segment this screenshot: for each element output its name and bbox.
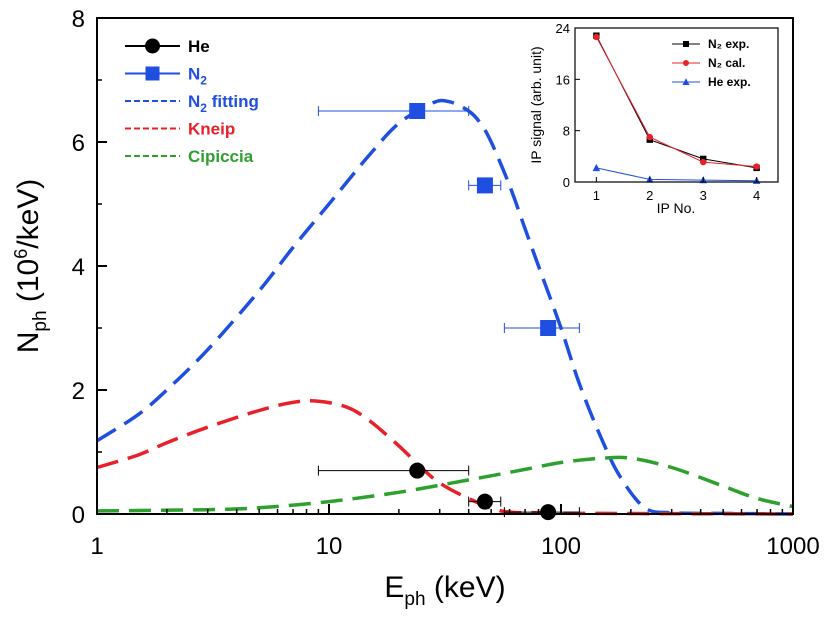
curve-kneip [96,399,794,516]
legend-label-main: Cipiccia [188,147,254,166]
inset-legend: N₂ exp. N₂ cal. He exp. [672,37,751,89]
legend-entry-n2-fitting: N2 fitting [125,92,259,115]
legend-label-sub: 2 [200,101,207,115]
inset-axes: 1 2 3 4 0 8 16 24 [556,21,761,203]
inset-x-tick-label-2: 2 [646,188,653,203]
inset-y-tick-label-24: 24 [556,21,570,36]
x-tick-label-1000: 1000 [766,533,819,560]
legend-label: He [188,37,210,56]
inset-y-tick-label-16: 16 [556,72,570,87]
point-n2-1 [317,103,470,119]
inset-series-n-cal [593,33,760,170]
inset-legend-swatch-marker [683,41,689,47]
inset-legend-entry-n-exp: N₂ exp. [672,37,749,51]
legend-entry-kneip: Kneip [125,120,235,139]
inset-line-n-cal [595,36,757,168]
inset-point-n-cal-1 [593,33,600,41]
inset-x-tick-label-1: 1 [593,188,600,203]
inset-point-n-cal-4 [753,163,760,170]
legend-label-sub: 2 [200,74,207,88]
legend-label-main: Kneip [188,120,235,139]
legend-label: Cipiccia [188,147,254,166]
legend-label: Kneip [188,120,235,139]
y-axis-label: Nph (106/keV) [11,179,51,354]
legend-swatch-marker [145,38,160,54]
legend-label-main: N [188,65,200,84]
inset-y-tick-label-0: 0 [563,175,570,190]
inset-point-n-exp-3 [700,155,707,163]
legend-entry-n2: N2 [125,65,207,88]
inset-y-tick-label-8: 8 [563,124,570,139]
point-n2-2 [468,177,502,194]
legend-label-main: N [188,92,200,111]
inset-legend-swatch-marker [682,78,690,85]
point-he-3 [503,504,580,521]
marker-n2-1 [409,103,426,119]
y-tick-label-2: 2 [72,378,85,405]
legend-label: N2 fitting [188,92,259,115]
inset-x-tick-label-3: 3 [700,188,707,203]
marker-he-2 [476,493,493,510]
inset-legend-label: He exp. [708,75,751,89]
x-tick-label-10: 10 [316,533,343,560]
point-he-2 [468,493,502,510]
y-tick-label-0: 0 [72,502,85,529]
inset-x-tick-label-4: 4 [753,188,760,203]
marker-he-1 [409,462,426,479]
y-tick-label-4: 4 [72,254,85,281]
marker-n2-3 [540,320,557,336]
main-plot-curves [96,98,794,516]
point-n2-3 [503,320,580,336]
point-he-1 [317,462,470,479]
inset-y-label: IP signal (arb. unit) [528,46,544,163]
legend-swatch-marker [145,66,160,81]
x-tick-label-100: 100 [541,533,581,560]
y-tick-label-8: 8 [72,6,85,33]
curve-n2-fitting [96,98,794,516]
x-axis-label: Eph (keV) [384,571,505,610]
marker-n2-2 [476,177,493,194]
marker-he-3 [540,504,557,521]
main-plot-points [317,103,580,521]
inset-point-n-cal-2 [646,133,653,141]
inset-legend-label: N₂ cal. [708,56,745,70]
inset-legend-entry-he-exp: He exp. [672,75,751,89]
legend-label: N2 [188,65,207,88]
inset-series [592,32,761,184]
inset-point-he-exp-1 [592,163,601,172]
inset-line-he-exp [596,167,757,182]
inset-point-n-cal-3 [700,158,707,166]
inset-legend-swatch-marker [683,60,689,66]
legend-entry-cipiccia: Cipiccia [125,147,254,166]
x-tick-label-1: 1 [90,533,103,560]
legend-label-main: He [188,37,210,56]
y-tick-label-6: 6 [72,130,85,157]
inset-x-label: IP No. [657,200,696,216]
curve-cipiccia [96,455,794,513]
legend-label-suffix: fitting [207,92,259,111]
inset-legend-label: N₂ exp. [708,37,749,51]
legend-entry-he: He [125,37,210,56]
inset-background [575,28,778,184]
inset-legend-entry-n-cal: N₂ cal. [672,56,745,70]
inset-frame [574,27,779,183]
